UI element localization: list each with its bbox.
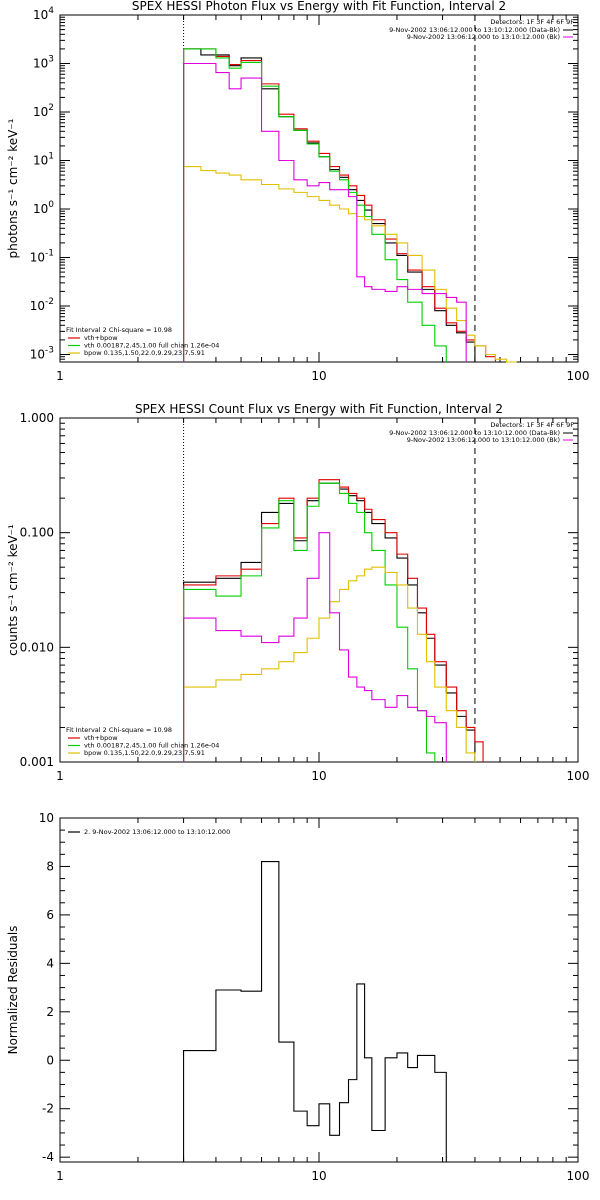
detectors-label: Detectors: 1F 3F 4F 6F 9F [490, 421, 574, 429]
y-tick-base: 10 [33, 8, 48, 22]
x-tick-label: 1 [56, 1169, 64, 1183]
legend-label: 2. 9-Nov-2002 13:06:12.000 to 13:10:12.0… [84, 828, 230, 836]
panel-2: SPEX HESSI Count Flux vs Energy with Fit… [6, 402, 589, 783]
chart-legend: Fit Interval 2 Chi-square = 10.98vth+bpo… [66, 726, 219, 757]
y-tick-label: 10-2 [30, 297, 54, 313]
legend-label: vth+bpow [84, 734, 118, 742]
legend-title: Fit Interval 2 Chi-square = 10.98 [66, 726, 172, 734]
legend-label: vth+bpow [84, 334, 118, 342]
y-tick-label: 8 [46, 859, 54, 873]
y-tick-label: -4 [42, 1150, 54, 1164]
y-tick-exponent: 1 [48, 151, 54, 161]
y-axis-label: photons s⁻¹ cm⁻² keV⁻¹ [6, 118, 20, 258]
chart-title: SPEX HESSI Photon Flux vs Energy with Fi… [132, 0, 506, 13]
legend-title: Fit Interval 2 Chi-square = 10.98 [66, 326, 172, 334]
series-line-5 [183, 62, 467, 362]
panel-1: SPEX HESSI Photon Flux vs Energy with Fi… [6, 0, 589, 383]
x-tick-label: 100 [567, 769, 590, 783]
x-axis: 1 10 100 [56, 818, 589, 1183]
y-tick-label: 101 [33, 151, 54, 167]
plot-frame [59, 417, 579, 763]
y-tick-label: 10-1 [30, 248, 54, 264]
y-tick-label: 0.010 [20, 640, 54, 654]
y-tick-label: 4 [46, 956, 54, 970]
legend-label: vth 0.00187,2.45,1.00 full chian 1.26e-0… [84, 742, 219, 750]
header-line: 9-Nov-2002 13:06:12.000 to 13:10:12.000 … [407, 33, 560, 41]
y-tick-base: 10 [30, 250, 45, 264]
chart-title: SPEX HESSI Count Flux vs Energy with Fit… [135, 402, 503, 416]
y-tick-base: 10 [33, 202, 48, 216]
y-tick-label: 2 [46, 1005, 54, 1019]
x-tick-label: 1 [56, 769, 64, 783]
series-group [183, 48, 517, 363]
y-tick-base: 10 [33, 105, 48, 119]
y-tick-label: 10-3 [30, 345, 54, 361]
y-axis: 10 8 6 4 2 0 -2 -4 [39, 811, 578, 1164]
x-tick-label: 10 [311, 769, 326, 783]
detectors-label: Detectors: 1F 3F 4F 6F 9F [490, 18, 574, 26]
y-tick-label: 10 [39, 811, 54, 825]
header-line: 9-Nov-2002 13:06:12.000 to 13:10:12.000 … [389, 429, 560, 437]
y-tick-exponent: 4 [48, 6, 54, 16]
y-tick-label: 0.001 [20, 755, 54, 769]
plot-frame [59, 14, 579, 363]
series-line-1 [183, 482, 476, 762]
y-tick-base: 10 [30, 347, 45, 361]
series-line-5 [183, 532, 447, 762]
y-tick-exponent: 2 [48, 103, 54, 113]
x-tick-label: 100 [567, 369, 590, 383]
x-tick-label: 100 [567, 1169, 590, 1183]
y-tick-label: 102 [33, 103, 54, 119]
series-group [183, 861, 447, 1162]
series-line-3 [183, 48, 447, 362]
y-tick-exponent: 0 [48, 200, 54, 210]
y-tick-exponent: -2 [45, 297, 54, 307]
series-line-4 [183, 566, 476, 762]
legend-label: vth 0.00187,2.45,1.00 full chian 1.26e-0… [84, 342, 219, 350]
y-tick-label: -2 [42, 1102, 54, 1116]
y-tick-base: 10 [33, 56, 48, 70]
chart-legend: Fit Interval 2 Chi-square = 10.98vth+bpo… [66, 326, 219, 357]
y-tick-label: 103 [33, 54, 54, 70]
y-tick-exponent: 3 [48, 54, 54, 64]
series-line-2 [183, 479, 484, 762]
series-line-3 [183, 482, 436, 762]
y-tick-exponent: -1 [45, 248, 54, 258]
y-tick-label: 100 [33, 200, 54, 216]
y-axis-label: counts s⁻¹ cm⁻² keV⁻¹ [6, 524, 20, 656]
y-tick-label: 0 [46, 1053, 54, 1067]
header-line: 9-Nov-2002 13:06:12.000 to 13:10:12.000 … [389, 26, 560, 34]
x-tick-label: 10 [311, 369, 326, 383]
x-tick-label: 10 [311, 1169, 326, 1183]
legend-label: bpow 0.135,1.50,22.0,9.29,23.7,5.91 [84, 749, 205, 757]
header-line: 9-Nov-2002 13:06:12.000 to 13:10:12.000 … [407, 436, 560, 444]
y-axis: 1.000 0.100 0.010 0.001 [20, 411, 578, 769]
chart-legend: 2. 9-Nov-2002 13:06:12.000 to 13:10:12.0… [68, 828, 230, 836]
x-tick-label: 1 [56, 369, 64, 383]
y-tick-label: 6 [46, 908, 54, 922]
panel-3: 1 10 100 10 8 6 4 2 0 -2 -4 Normalized Residuals 2. … [6, 811, 589, 1183]
y-tick-base: 10 [30, 299, 45, 313]
y-tick-base: 10 [33, 153, 48, 167]
series-line-4 [183, 166, 517, 363]
chart-header: Detectors: 1F 3F 4F 6F 9F9-Nov-2002 13:0… [389, 421, 574, 444]
y-tick-exponent: -3 [45, 345, 54, 355]
y-tick-label: 0.100 [20, 526, 54, 540]
y-tick-label: 104 [33, 6, 54, 22]
y-tick-label: 1.000 [20, 411, 54, 425]
chart-header: Detectors: 1F 3F 4F 6F 9F9-Nov-2002 13:0… [389, 18, 574, 41]
series-line-1 [183, 861, 447, 1162]
x-axis: 1 10 100 [56, 418, 589, 783]
legend-label: bpow 0.135,1.50,22.0,9.29,23.7,5.91 [84, 349, 205, 357]
y-axis-label: Normalized Residuals [6, 926, 20, 1055]
series-group [183, 479, 484, 762]
